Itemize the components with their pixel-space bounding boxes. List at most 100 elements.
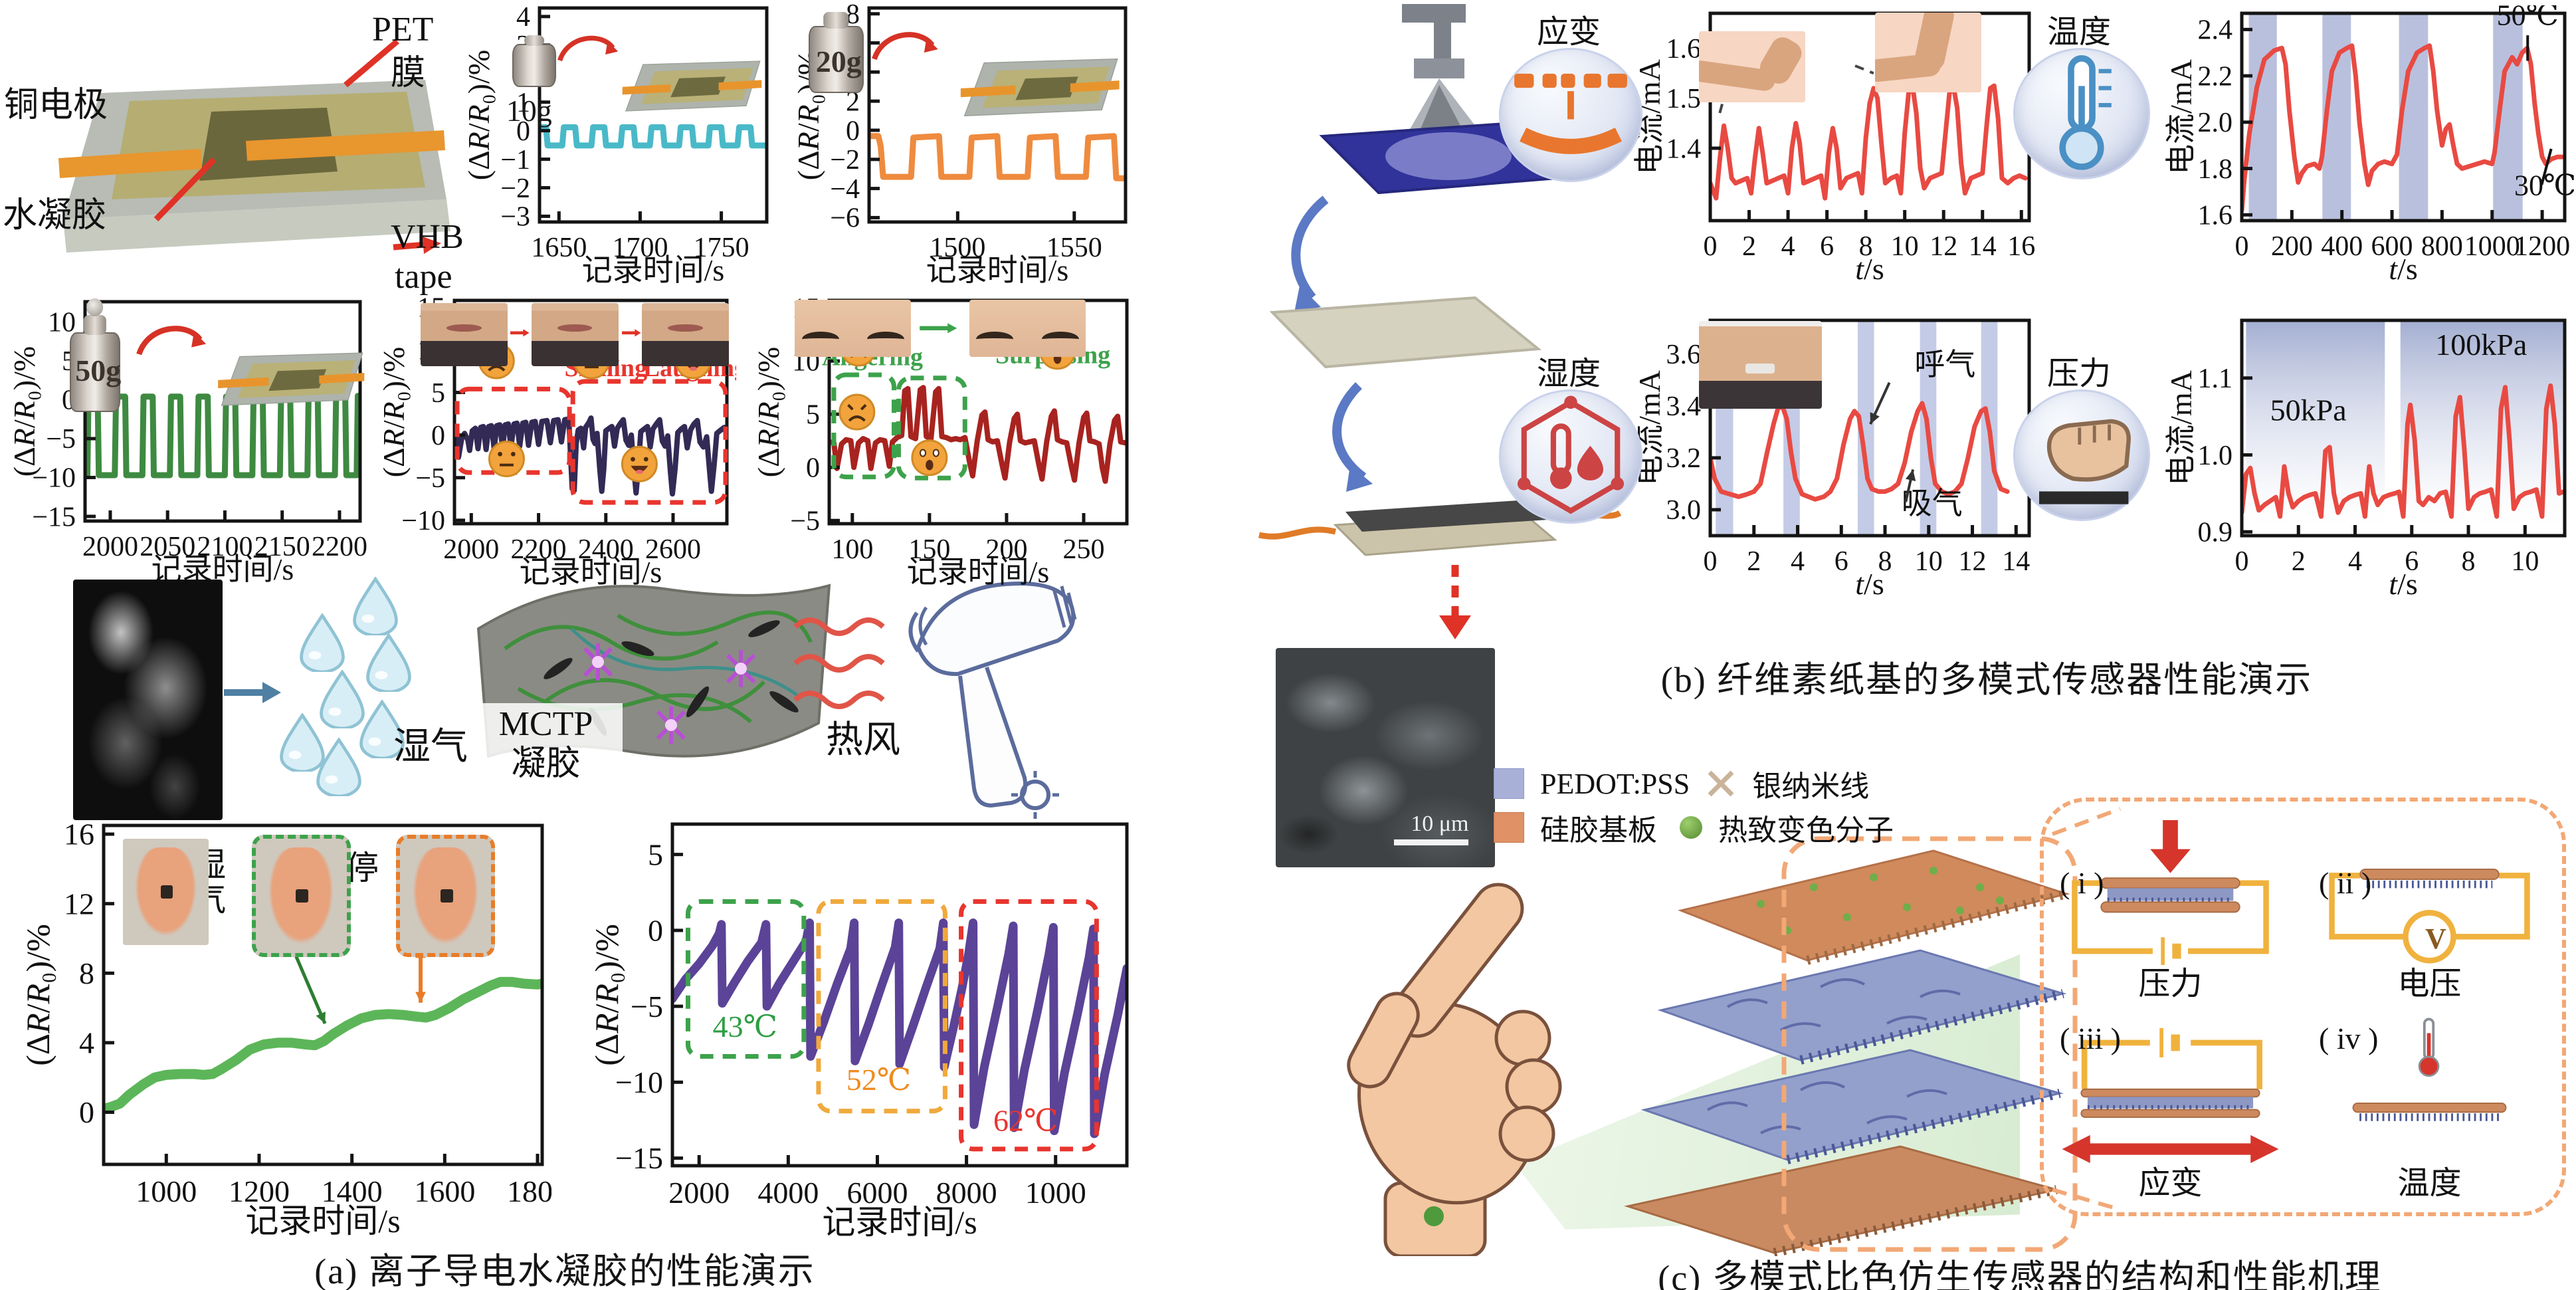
svg-text:14: 14 [2002,546,2030,577]
legend-panel-c: PEDOT:PSS 银纳米线 硅胶基板 热致变色分子 [1494,762,1894,849]
svg-text:记录时间/s: 记录时间/s [582,253,725,287]
svg-text:1.0: 1.0 [2198,441,2233,471]
svg-text:4: 4 [1791,546,1805,577]
hot-air-waves-icon [793,617,885,709]
svg-text:2: 2 [1747,546,1761,577]
svg-text:(ΔR/R₀)/%: (ΔR/R₀)/% [462,50,496,180]
swatch-silicone [1494,812,1524,843]
svg-text:2400: 2400 [578,534,634,565]
device-schematic-drawing [58,39,450,254]
chart-weight-50g: 10 5 0 −5 −10 −15 2000 2050 2100 2150 2200 (ΔR/R₀)/… [4,294,369,590]
fabrication-process-drawing [1258,4,1621,639]
svg-text:2: 2 [846,86,860,117]
svg-text:−5: −5 [415,463,445,494]
svg-text:50kPa: 50kPa [2270,393,2347,427]
svg-text:电流/mA: 电流/mA [2164,59,2198,175]
svg-text:1700: 1700 [612,233,668,263]
svg-text:(ΔR/R₀)/%: (ΔR/R₀)/% [7,346,41,477]
svg-text:6: 6 [1834,546,1848,577]
photo-face-breath [1698,321,1822,409]
svg-text:2050: 2050 [140,532,195,562]
svg-text:1.6: 1.6 [2198,201,2233,231]
svg-text:50℃: 50℃ [2497,5,2559,31]
svg-text:4: 4 [516,2,530,33]
caption-panel-c: (c) 多模式比色仿生传感器的结构和性能机理 [1658,1258,2382,1290]
svg-text:记录时间/s: 记录时间/s [822,1204,977,1241]
svg-text:−1: −1 [500,145,530,175]
label-mctp-line1: MCTP [498,705,593,743]
svg-text:2.4: 2.4 [2198,15,2233,46]
photo-brow-angering [795,300,912,358]
circuit-strain: ( iii ) 应变 [2056,1008,2285,1201]
svg-text:4: 4 [1781,231,1795,262]
svg-text:−10: −10 [615,1065,663,1099]
icon-label-temperature: 温度 [2046,15,2111,50]
svg-text:8000: 8000 [936,1176,997,1210]
weight-20g-label: 20g [815,44,862,78]
svg-text:t/s: t/s [2389,567,2417,601]
silver-nanowire-icon [1708,770,1734,797]
sem-scale-label: 10 μm [1411,811,1469,836]
svg-text:−5: −5 [631,990,663,1023]
circuit-voltage: ( ii ) V 电压 [2315,820,2544,1002]
svg-text:10: 10 [48,308,76,338]
svg-text:1.8: 1.8 [2198,154,2233,185]
svg-text:16: 16 [64,817,94,851]
svg-text:1600: 1600 [414,1174,475,1208]
photo-hand-start [123,839,209,945]
caption-panel-a: (a) 离子导电水凝胶的性能演示 [314,1251,815,1290]
pressure-icon [2013,389,2150,521]
svg-text:t/s: t/s [1855,252,1884,286]
svg-text:−5: −5 [790,506,820,536]
circuit-iv-name: 温度 [2397,1166,2462,1201]
svg-text:43℃: 43℃ [713,1010,777,1043]
svg-text:1.1: 1.1 [2198,364,2233,394]
svg-text:1550: 1550 [1046,233,1102,263]
svg-text:1800: 1800 [507,1174,551,1208]
svg-text:5: 5 [648,837,663,871]
svg-text:电流/mA: 电流/mA [2164,370,2198,486]
circuit-pressure: ( i ) 压力 [2056,820,2285,1002]
photo-mouth-smiling [531,302,619,366]
red-arrow-icon [510,329,530,337]
svg-text:2: 2 [2292,546,2306,577]
svg-text:3.6: 3.6 [1666,340,1702,370]
svg-text:3.4: 3.4 [1666,391,1702,422]
circuit-temperature: ( iv ) 温度 [2315,1008,2544,1201]
svg-text:(ΔR/R₀)/%: (ΔR/R₀)/% [588,924,625,1065]
svg-text:4000: 4000 [757,1176,819,1210]
svg-text:0: 0 [1704,231,1718,262]
svg-text:−4: −4 [830,174,860,205]
photo-elbow-straight [1698,31,1805,102]
red-arrow-icon [621,329,641,337]
chart-b-temperature: 2.4 2.2 2.0 1.8 1.6 0 200 400 600 800 1000 1200 电流/m… [2161,5,2574,290]
svg-text:8: 8 [1859,231,1873,262]
label-vhb-1: VHB [391,218,464,256]
red-curved-arrow-icon [871,12,940,76]
svg-text:1400: 1400 [322,1174,383,1208]
legend-pedot-pss: PEDOT:PSS [1540,767,1690,800]
svg-text:0: 0 [516,116,530,147]
pointing-hand-drawing [1347,883,1562,1256]
circuit-i-num: ( i ) [2060,866,2104,900]
svg-text:800: 800 [2421,231,2463,262]
svg-text:1200: 1200 [2514,231,2570,262]
svg-text:10: 10 [1891,231,1919,262]
svg-text:6: 6 [1820,231,1834,262]
svg-text:0.9: 0.9 [2198,517,2233,548]
svg-text:3.0: 3.0 [1666,495,1702,526]
svg-text:2.0: 2.0 [2198,108,2233,138]
photo-hand-moisture [251,834,351,958]
svg-text:记录时间/s: 记录时间/s [907,555,1050,589]
svg-text:10: 10 [1915,546,1943,577]
circuit-iv-num: ( iv ) [2319,1021,2379,1055]
mini-device-icon [955,23,1122,134]
mini-device-icon [213,318,366,425]
svg-text:200: 200 [985,534,1027,565]
weight-10g-label: 10g [506,94,552,128]
label-copper-electrode: 铜电极 [4,86,108,124]
svg-text:−3: −3 [500,202,530,233]
svg-text:12: 12 [1959,546,1987,577]
photo-elbow-bent [1874,12,1981,92]
